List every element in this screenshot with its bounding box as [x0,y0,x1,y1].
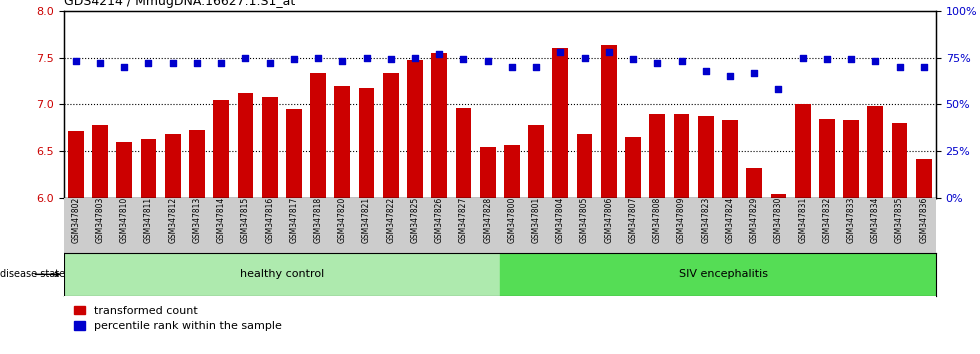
Bar [311,74,326,198]
Bar [843,120,859,198]
Point [334,58,350,64]
Point [795,55,810,60]
Point [625,57,641,62]
Point [650,60,665,66]
Point [189,60,205,66]
Point [286,57,302,62]
Bar [867,106,883,198]
Bar [214,100,229,198]
Point [383,57,399,62]
Point [843,57,858,62]
Bar [64,253,500,296]
Point [747,70,762,75]
Point [214,60,229,66]
Text: healthy control: healthy control [240,269,323,279]
Bar [625,137,641,198]
Point [456,57,471,62]
Point [504,64,519,70]
Bar [237,93,253,198]
Bar [480,147,496,198]
Bar [528,125,544,198]
Text: SIV encephalitis: SIV encephalitis [679,269,768,279]
Point [92,60,108,66]
Bar [117,142,132,198]
Bar [68,131,83,198]
Point [867,58,883,64]
Bar [673,114,689,198]
Point [117,64,132,70]
Point [528,64,544,70]
Point [359,55,374,60]
Point [237,55,253,60]
Bar [431,53,447,198]
Bar [650,114,665,198]
Bar [698,116,713,198]
Bar [819,119,835,198]
Legend: transformed count, percentile rank within the sample: transformed count, percentile rank withi… [70,301,286,336]
Text: GDS4214 / MmugDNA.16627.1.S1_at: GDS4214 / MmugDNA.16627.1.S1_at [64,0,295,8]
Point [673,58,689,64]
Bar [359,87,374,198]
Bar [722,120,738,198]
Bar [92,125,108,198]
Point [770,87,786,92]
Bar [262,97,277,198]
Point [553,49,568,55]
Point [431,51,447,57]
Point [262,60,277,66]
Point [698,68,713,74]
Bar [165,135,180,198]
Bar [456,108,471,198]
Point [916,64,932,70]
Point [819,57,835,62]
Point [68,58,83,64]
Point [311,55,326,60]
Point [577,55,593,60]
Text: disease state: disease state [0,269,65,279]
Bar [383,74,399,198]
Bar [334,86,350,198]
Point [165,60,180,66]
Point [892,64,907,70]
Bar [189,130,205,198]
Bar [500,253,948,296]
Bar [795,104,810,198]
Bar [407,60,423,198]
Point [407,55,422,60]
Bar [916,159,932,198]
Bar [553,48,568,198]
Point [141,60,157,66]
Bar [504,145,519,198]
Bar [747,168,762,198]
Point [480,58,496,64]
Bar [601,45,616,198]
Bar [576,135,593,198]
Point [722,74,738,79]
Bar [892,123,907,198]
Bar [140,139,157,198]
Point [601,49,616,55]
Bar [770,194,786,198]
Bar [286,109,302,198]
